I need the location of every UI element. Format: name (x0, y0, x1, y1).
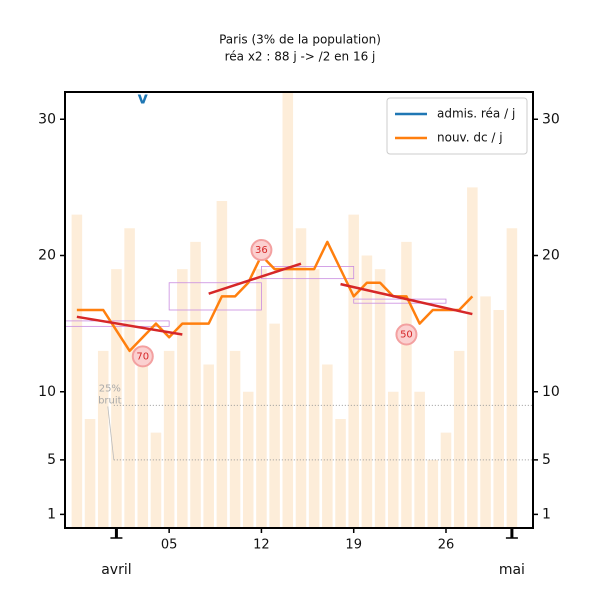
bar (163, 350, 175, 528)
y-tick-label: 1 (47, 506, 56, 522)
bar (453, 350, 465, 528)
bar (229, 350, 241, 528)
legend-label: nouv. dc / j (437, 131, 503, 145)
bar (308, 269, 320, 528)
bar (322, 364, 333, 528)
bar (124, 228, 135, 528)
y2-tick-label: 30 (542, 111, 560, 127)
y2-tick-label: 20 (542, 248, 560, 264)
trend-line (76, 315, 183, 336)
trend-label: 50 (400, 330, 413, 341)
y-tick-label: 20 (38, 248, 56, 264)
plot-frame (64, 91, 534, 529)
step-box (353, 298, 447, 304)
bar (97, 350, 109, 528)
trend-label: 70 (136, 351, 149, 362)
bar (84, 419, 96, 528)
bar (414, 391, 425, 528)
x-tick-label: 19 (345, 538, 362, 553)
x-tick-label: 05 (161, 538, 178, 553)
bar (335, 419, 346, 528)
bar (401, 241, 412, 528)
bar (137, 350, 149, 528)
bar (493, 310, 504, 528)
y2-tick-label: 10 (542, 384, 560, 400)
trend-label: 36 (255, 245, 268, 256)
trend-line (208, 262, 302, 295)
chart-title: Paris (3% de la population) (219, 33, 381, 47)
bar (506, 228, 518, 528)
y-tick-label: 5 (47, 452, 56, 468)
noise-label: bruit (98, 395, 122, 406)
bar (150, 432, 162, 528)
legend-label: admis. réa / j (437, 107, 515, 121)
bar (361, 255, 373, 528)
bar (242, 391, 254, 528)
noise-pointer (107, 406, 115, 460)
bar (374, 269, 386, 528)
bar (256, 269, 267, 528)
trend-badge (250, 239, 273, 262)
bar (203, 364, 214, 528)
y2-tick-label: 5 (542, 452, 551, 468)
step-box (261, 265, 355, 280)
bar (480, 296, 491, 528)
legend-box (386, 97, 528, 155)
offscale-marker: v (138, 89, 149, 108)
chart-subtitle: réa x2 : 88 j -> /2 en 16 j (225, 50, 376, 64)
y-tick-label: 30 (38, 111, 56, 127)
bar (71, 214, 83, 528)
trend-badge (131, 345, 154, 368)
bar (216, 201, 228, 528)
bar (467, 187, 478, 528)
bar (177, 269, 188, 528)
bar (111, 269, 122, 528)
trend-line (340, 282, 473, 316)
noise-label: 25% (99, 383, 121, 394)
bar (295, 228, 307, 528)
bar (269, 323, 280, 528)
bar (282, 92, 294, 528)
month-label: mai (499, 562, 525, 578)
bar (190, 241, 201, 528)
bar (348, 214, 359, 528)
x-tick-label: 12 (253, 538, 270, 553)
bar (440, 432, 452, 528)
y2-tick-label: 1 (542, 506, 551, 522)
trend-badge (395, 323, 418, 346)
x-tick-label: 26 (438, 538, 455, 553)
bar (427, 459, 439, 528)
month-label: avril (101, 562, 131, 578)
y-tick-label: 10 (38, 384, 56, 400)
